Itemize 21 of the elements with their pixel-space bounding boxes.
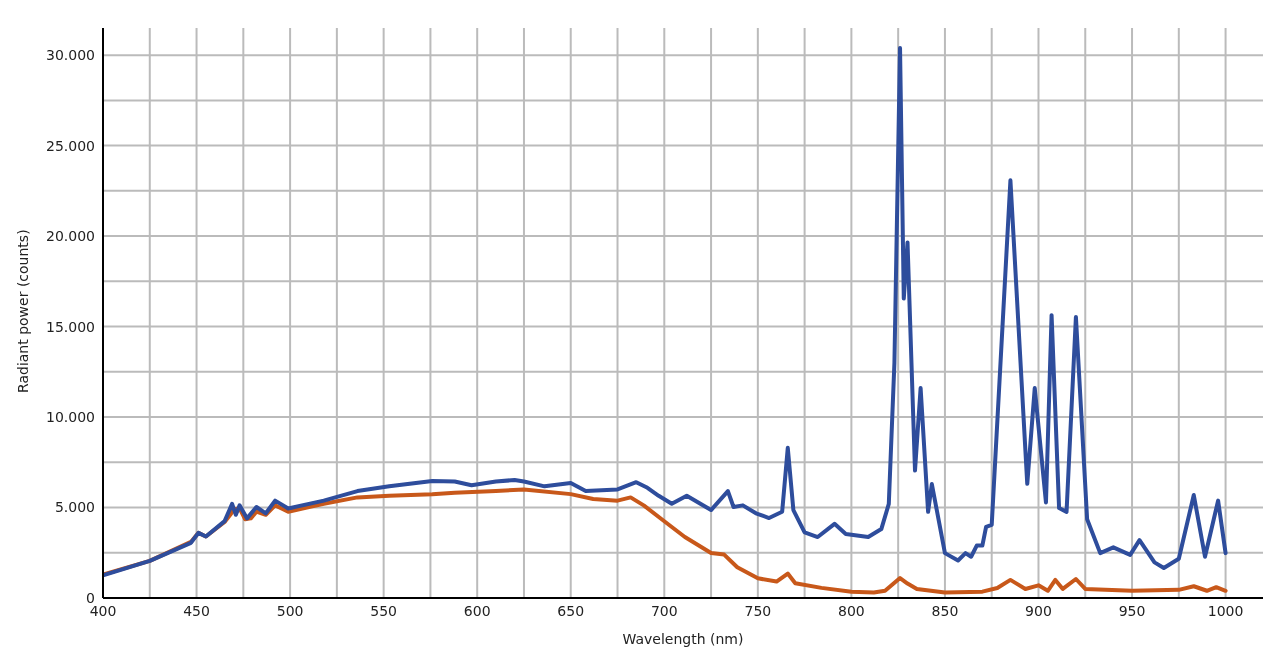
x-tick-label: 900 [1025,602,1052,619]
y-axis-title: Radiant power (counts) [14,229,31,393]
x-tick-label: 700 [650,602,678,619]
y-tick-label: 10.000 [46,409,95,426]
y-tick-label: 20.000 [46,228,95,245]
x-tick-label: 1000 [1207,602,1244,619]
y-tick-label: 30.000 [46,47,95,64]
y-tick-label: 15.000 [46,318,95,335]
line-series [103,45,1228,578]
x-axis-title: Wavelength (nm) [622,631,744,647]
x-tick-label: 850 [931,602,959,619]
x-tick-label: 450 [183,602,210,619]
x-tick-label: 750 [744,602,772,619]
x-tick-label: 800 [838,602,865,619]
y-tick-label: 25.000 [46,137,95,154]
x-tick-label: 650 [557,602,585,619]
x-tick-label: 500 [276,602,304,619]
x-tick-label: 950 [1118,602,1146,619]
x-tick-label: 550 [370,602,398,619]
y-tick-label: 5.000 [54,499,95,516]
x-tick-label: 600 [463,602,491,619]
